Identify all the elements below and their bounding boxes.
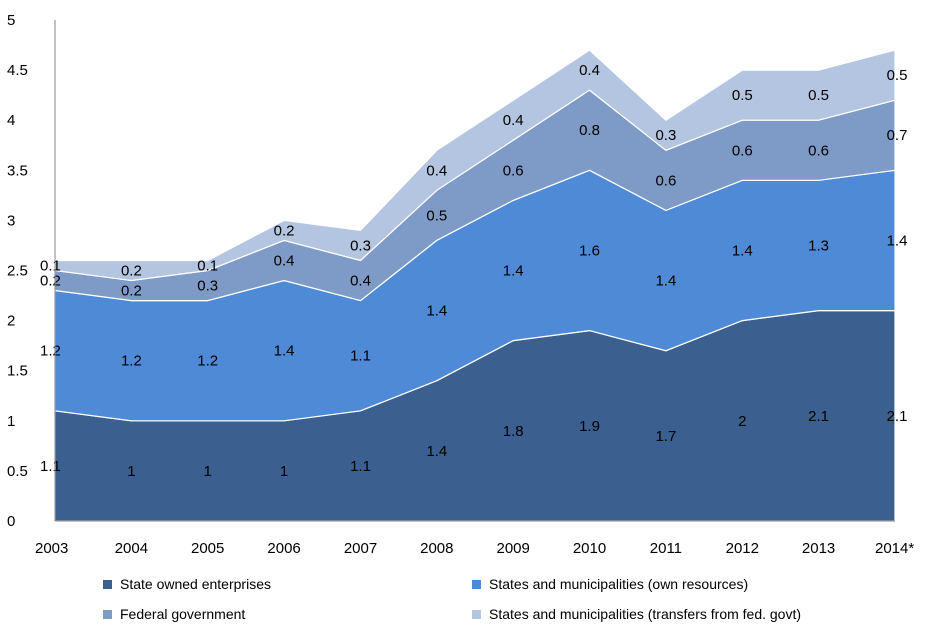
y-tick-label: 2 [7,313,15,330]
data-label: 1.6 [579,243,600,260]
data-label: 1.4 [426,443,447,460]
data-label: 1.2 [40,343,61,360]
data-label: 0.4 [426,162,447,179]
data-label: 0.2 [121,263,142,280]
data-label: 1 [127,463,135,480]
legend-label: States and municipalities (own resources… [489,576,749,592]
data-label: 0.4 [274,253,295,270]
data-label: 0.8 [579,122,600,139]
data-label: 1.1 [40,458,61,475]
legend: State owned enterprises States and munici… [0,568,939,638]
data-label: 1 [280,463,288,480]
data-label: 2.1 [808,408,829,425]
legend-item: States and municipalities (own resources… [472,576,748,592]
data-label: 1.1 [350,348,371,365]
area-series-4 [54,49,896,282]
data-label: 1.4 [426,303,447,320]
y-tick-label: 4 [7,112,15,129]
data-label: 1.4 [503,263,524,280]
legend-label: States and municipalities (transfers fro… [489,606,802,622]
x-tick-label: 2007 [344,540,377,557]
data-label: 0.1 [40,258,61,275]
legend-swatch [103,579,112,589]
data-label: 0.4 [503,112,524,129]
data-label: 0.1 [197,258,218,275]
data-label: 0.4 [579,62,600,79]
data-label: 0.5 [808,87,829,104]
data-label: 1.1 [350,458,371,475]
legend-item: Federal government [103,606,245,622]
data-label: 1.2 [121,353,142,370]
legend-swatch [472,609,481,619]
x-tick-label: 2009 [497,540,530,557]
data-labels: 1.1 1 1 1 1.1 1.4 1.8 1.9 1.7 2 2.1 2.1 1.2 1.2 1.2 1.4… [40,62,907,480]
data-label: 0.6 [655,172,676,189]
data-label: 0.5 [887,67,908,84]
y-tick-label: 0 [7,513,15,530]
area-layers [54,49,896,522]
data-label: 0.6 [503,162,524,179]
x-tick-label: 2012 [726,540,759,557]
data-label: 1.8 [503,423,524,440]
x-tick-label: 2010 [573,540,606,557]
data-label: 1 [204,463,212,480]
data-label: 1.7 [655,428,676,445]
data-label: 1.3 [808,237,829,254]
data-label: 0.2 [40,273,61,290]
data-label: 0.3 [655,127,676,144]
data-label: 2 [738,413,746,430]
x-tick-label: 2013 [802,540,835,557]
x-tick-label: 2014* [875,540,914,557]
data-label: 1.2 [197,353,218,370]
legend-swatch [103,609,112,619]
data-label: 0.2 [121,283,142,300]
data-label: 0.3 [197,278,218,295]
x-tick-label: 2006 [267,540,300,557]
legend-label: Federal government [120,606,246,622]
x-tick-label: 2008 [420,540,453,557]
x-tick-label: 2003 [35,540,68,557]
y-tick-label: 4.5 [7,62,28,79]
data-label: 0.6 [732,142,753,159]
data-label: 0.7 [887,127,908,144]
y-tick-label: 1.5 [7,363,28,380]
legend-item: States and municipalities (transfers fro… [472,606,801,622]
axes: 0 0.5 1 1.5 2 2.5 3 3.5 4 4.5 5 2003 2004 2005 2006 200… [7,12,914,557]
data-label: 1.4 [655,273,676,290]
x-tick-label: 2011 [650,540,682,557]
data-label: 0.2 [274,222,295,239]
legend-label: State owned enterprises [120,576,271,592]
legend-swatch [472,579,481,589]
data-label: 0.5 [426,207,447,224]
y-tick-label: 2.5 [7,263,28,280]
y-tick-label: 1 [7,413,15,430]
data-label: 0.5 [732,87,753,104]
y-tick-label: 5 [7,12,15,29]
x-tick-label: 2005 [191,540,224,557]
data-label: 0.6 [808,142,829,159]
y-tick-label: 0.5 [7,463,28,480]
y-tick-label: 3 [7,212,15,229]
data-label: 1.4 [887,232,908,249]
data-label: 2.1 [887,408,908,425]
data-label: 1.4 [274,343,295,360]
data-label: 0.3 [350,237,371,254]
x-tick-label: 2004 [115,540,148,557]
data-label: 0.4 [350,273,371,290]
data-label: 1.9 [579,418,600,435]
legend-item: State owned enterprises [103,576,271,592]
y-tick-label: 3.5 [7,162,28,179]
data-label: 1.4 [732,243,753,260]
